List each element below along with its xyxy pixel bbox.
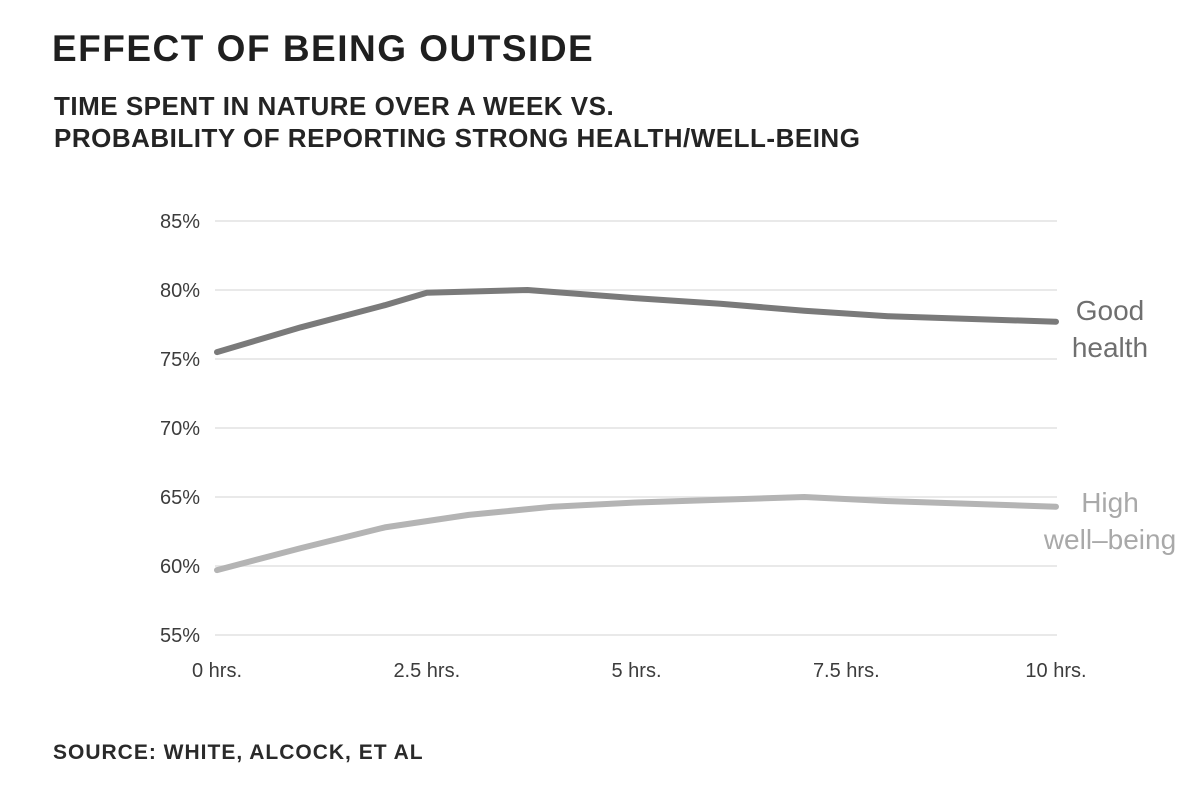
- x-tick-label: 10 hrs.: [1025, 660, 1086, 682]
- y-tick-label: 80%: [160, 280, 200, 302]
- series-label-high-well-being: High well–being: [1032, 484, 1188, 558]
- x-tick-label: 2.5 hrs.: [393, 660, 460, 682]
- source-credit: SOURCE: WHITE, ALCOCK, ET AL: [53, 741, 424, 764]
- series-label-high-well-being-line2: well–being: [1043, 524, 1177, 555]
- y-tick-label: 65%: [160, 487, 200, 509]
- y-tick-label: 85%: [160, 211, 200, 233]
- series-line-good-health: [214, 287, 1059, 356]
- series-label-good-health-line1: Good: [1075, 295, 1145, 326]
- y-tick-label: 75%: [160, 349, 200, 371]
- x-tick-label: 5 hrs.: [611, 660, 661, 682]
- series-line-high-well-being: [214, 494, 1059, 574]
- x-tick-label: 7.5 hrs.: [813, 660, 880, 682]
- chart-title: EFFECT OF BEING OUTSIDE: [52, 28, 595, 69]
- y-tick-label: 60%: [160, 556, 200, 578]
- x-tick-label: 0 hrs.: [192, 660, 242, 682]
- series-label-good-health: Good health: [1032, 292, 1188, 366]
- y-tick-label: 70%: [160, 418, 200, 440]
- series-label-good-health-line2: health: [1071, 332, 1149, 363]
- chart-subtitle-line2: PROBABILITY OF REPORTING STRONG HEALTH/W…: [54, 123, 861, 153]
- chart-subtitle-line1: TIME SPENT IN NATURE OVER A WEEK VS.: [54, 91, 615, 121]
- series-label-high-well-being-line1: High: [1081, 487, 1139, 518]
- y-tick-label: 55%: [160, 625, 200, 647]
